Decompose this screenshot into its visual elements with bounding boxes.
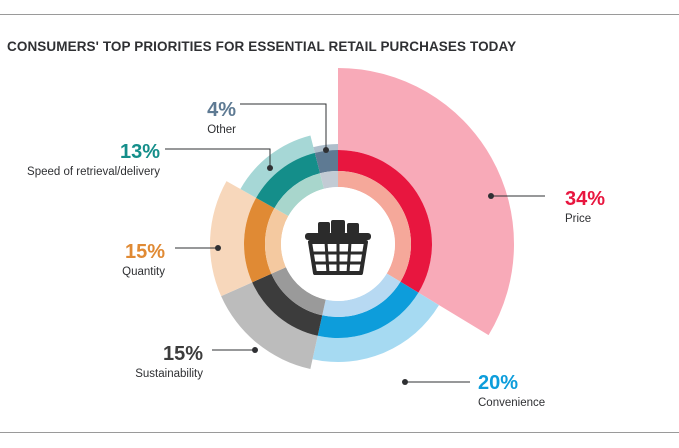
shopping-basket-icon [305, 220, 371, 275]
value-label-other: 4% [207, 99, 236, 121]
ring-sustainability [252, 273, 323, 336]
outer-slices [210, 68, 515, 369]
value-label-convenience: 20% [478, 372, 518, 394]
leader-lines [165, 103, 545, 385]
inner-quantity [265, 208, 289, 274]
category-label-sustainability: Sustainability [135, 368, 203, 380]
slice-labels: 34% Price 20% Convenience 15% Sustainability 1… [27, 99, 605, 409]
leader-dot-price [488, 193, 494, 199]
leader-dot-convenience [402, 379, 408, 385]
inner-ring [265, 171, 411, 317]
category-label-speed-of-retrieval-delivery: Speed of retrieval/delivery [27, 166, 160, 178]
ring-price [338, 150, 432, 293]
slice-convenience [312, 292, 439, 363]
inner-other [320, 171, 338, 189]
inner-sustainability [271, 267, 326, 316]
ring-other [314, 150, 338, 174]
leader-dot-quantity [215, 245, 221, 251]
inner-speed-of-retrieval-delivery [274, 173, 324, 217]
ring-convenience [317, 281, 419, 338]
category-label-price: Price [565, 213, 591, 225]
top-rule [0, 14, 679, 15]
leader-dot-other [323, 147, 329, 153]
ring-quantity [243, 197, 275, 283]
slice-quantity [210, 181, 257, 297]
bottom-rule [0, 432, 679, 433]
category-label-other: Other [207, 124, 236, 136]
category-label-convenience: Convenience [478, 397, 545, 409]
category-label-quantity: Quantity [122, 266, 165, 278]
leader-dot-sustainability [252, 347, 258, 353]
value-label-sustainability: 15% [163, 343, 203, 365]
value-label-quantity: 15% [125, 241, 165, 263]
value-label-price: 34% [565, 188, 605, 210]
value-label-speed-of-retrieval-delivery: 13% [120, 141, 160, 163]
slice-price [338, 68, 515, 336]
leader-dot-speed-of-retrieval-delivery [267, 165, 273, 171]
middle-ring [243, 150, 432, 338]
inner-price [338, 171, 411, 282]
slice-speed-of-retrieval-delivery [240, 135, 315, 198]
leader-other [240, 103, 327, 150]
leader-speed-of-retrieval-delivery [165, 148, 271, 168]
chart-title: CONSUMERS' TOP PRIORITIES FOR ESSENTIAL … [7, 39, 517, 54]
inner-convenience [322, 273, 401, 317]
ring-speed-of-retrieval-delivery [256, 152, 321, 209]
slice-sustainability [221, 282, 318, 369]
